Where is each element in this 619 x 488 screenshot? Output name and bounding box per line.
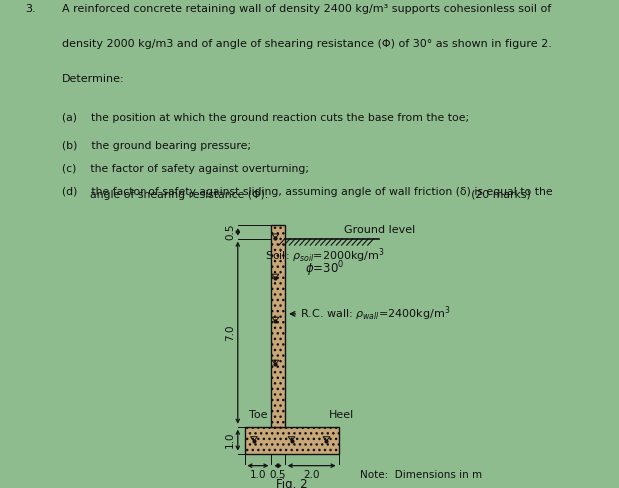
Polygon shape <box>271 225 285 427</box>
Text: Ground level: Ground level <box>344 224 415 235</box>
Text: (b)    the ground bearing pressure;: (b) the ground bearing pressure; <box>62 141 251 150</box>
Text: 2.0: 2.0 <box>303 469 320 480</box>
Text: 1.0: 1.0 <box>225 432 235 448</box>
Text: 0.5: 0.5 <box>225 224 235 240</box>
Text: Determine:: Determine: <box>62 74 124 84</box>
Text: Toe: Toe <box>249 410 267 420</box>
Text: 3.: 3. <box>25 4 35 14</box>
Text: (a)    the position at which the ground reaction cuts the base from the toe;: (a) the position at which the ground rea… <box>62 113 469 123</box>
Text: R.C. wall: $\rho_{wall}$=2400kg/m$^3$: R.C. wall: $\rho_{wall}$=2400kg/m$^3$ <box>300 305 450 323</box>
Text: Fig. 2: Fig. 2 <box>275 478 307 488</box>
Text: Heel: Heel <box>329 410 354 420</box>
Polygon shape <box>245 427 339 453</box>
Text: (d)    the factor of safety against sliding, assuming angle of wall friction (δ): (d) the factor of safety against sliding… <box>62 187 553 197</box>
Text: A reinforced concrete retaining wall of density 2400 kg/m³ supports cohesionless: A reinforced concrete retaining wall of … <box>62 4 551 14</box>
Text: Note:  Dimensions in m: Note: Dimensions in m <box>360 469 482 480</box>
Text: 7.0: 7.0 <box>225 325 235 341</box>
Text: $\phi$=30$^0$: $\phi$=30$^0$ <box>305 260 345 279</box>
Text: angle of shearing resistance (Φ).                                               : angle of shearing resistance (Φ). <box>62 190 530 200</box>
Text: 0.5: 0.5 <box>270 469 287 480</box>
Text: density 2000 kg/m3 and of angle of shearing resistance (Φ) of 30° as shown in fi: density 2000 kg/m3 and of angle of shear… <box>62 39 552 49</box>
Text: (c)    the factor of safety against overturning;: (c) the factor of safety against overtur… <box>62 164 309 174</box>
Text: Soil: $\rho_{soil}$=2000kg/m$^3$: Soil: $\rho_{soil}$=2000kg/m$^3$ <box>265 247 385 265</box>
Text: 1.0: 1.0 <box>249 469 266 480</box>
